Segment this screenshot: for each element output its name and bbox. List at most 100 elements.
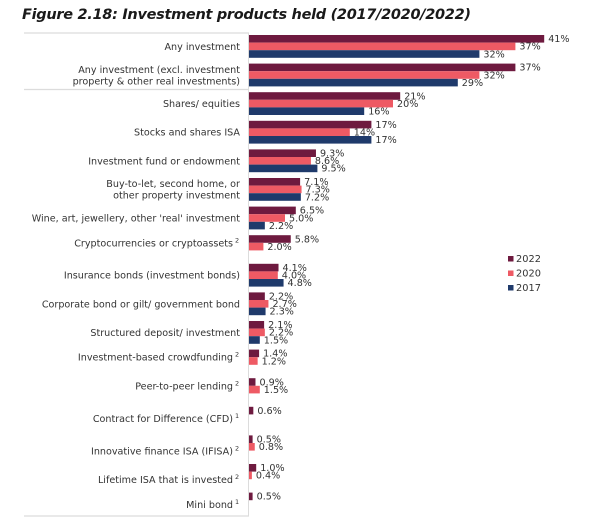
data-label-2017: 16%: [368, 107, 389, 118]
data-label-2022: 21%: [404, 91, 425, 102]
data-label-2022: 2.2%: [269, 292, 293, 303]
bar-2017: [249, 136, 372, 144]
legend-label-2022: 2022: [516, 254, 541, 265]
data-label-2017: 2.2%: [269, 221, 293, 232]
footnote-marker: 2: [235, 351, 239, 359]
bar-2022: [249, 35, 545, 43]
data-label-2020: 0.4%: [256, 471, 280, 482]
legend-label-2020: 2020: [516, 269, 541, 280]
footnote-marker: 1: [235, 498, 239, 506]
bar-2017: [249, 279, 284, 287]
bar-2017: [249, 164, 318, 173]
data-label-2022: 2.1%: [268, 320, 292, 331]
data-label-2022: 0.5%: [257, 435, 281, 446]
footnote-marker: 2: [235, 379, 239, 387]
data-label-2022: 41%: [548, 34, 569, 45]
bar-2022: [249, 492, 253, 501]
data-label-2017: 1.5%: [264, 335, 288, 346]
category-label: Peer-to-peer lending: [135, 381, 233, 392]
bar-2020: [249, 357, 258, 365]
bar-2020: [249, 185, 302, 194]
bar-2020: [249, 471, 252, 480]
bar-2022: [249, 92, 401, 100]
data-label-2020: 2.7%: [272, 299, 296, 310]
data-label-2020: 14%: [354, 128, 375, 139]
data-label-2017: 17%: [375, 135, 396, 146]
data-label-2022: 6.5%: [300, 206, 324, 217]
bar-2020: [249, 328, 265, 337]
bar-2020: [249, 71, 480, 79]
footnote-marker: 2: [235, 445, 239, 453]
bar-2022: [249, 263, 279, 272]
data-label-2017: 32%: [483, 49, 504, 60]
footnote-marker: 2: [235, 236, 239, 244]
category-label: Any investment (excl. investment: [78, 65, 240, 76]
legend-label-2017: 2017: [516, 283, 541, 294]
bar-2020: [249, 214, 285, 222]
bar-2017: [249, 78, 458, 87]
category-label: Wine, art, jewellery, other 'real' inves…: [32, 214, 241, 225]
category-label: Insurance bonds (investment bonds): [64, 271, 240, 282]
category-label: other property investment: [113, 191, 240, 202]
legend-swatch-2022: [508, 256, 514, 262]
category-label: Cryptocurrencies or cryptoassets: [74, 238, 233, 249]
bar-2017: [249, 107, 365, 115]
bar-2020: [249, 157, 311, 165]
category-label: Investment-based crowdfunding: [78, 353, 233, 364]
bar-2022: [249, 63, 516, 72]
data-label-2022: 7.1%: [304, 177, 328, 188]
legend-swatch-2020: [508, 270, 514, 276]
bar-2022: [249, 120, 372, 129]
data-label-2017: 29%: [462, 78, 483, 89]
data-label-2020: 1.2%: [262, 356, 286, 367]
data-label-2022: 37%: [519, 63, 540, 74]
category-label: Corporate bond or gilt/ government bond: [42, 299, 240, 310]
data-label-2022: 4.1%: [283, 263, 307, 274]
bar-2020: [249, 443, 255, 451]
data-label-2017: 4.8%: [288, 278, 312, 289]
bar-2017: [249, 193, 301, 201]
data-label-2020: 1.5%: [264, 385, 288, 396]
data-label-2020: 37%: [519, 42, 540, 53]
data-label-2020: 4.0%: [282, 271, 306, 282]
footnote-marker: 1: [235, 412, 239, 420]
data-label-2017: 9.5%: [321, 164, 345, 175]
bar-2022: [249, 349, 260, 358]
data-label-2020: 2.0%: [267, 242, 291, 253]
bar-2017: [249, 336, 260, 344]
bar-2017: [249, 221, 265, 230]
category-label: Contract for Difference (CFD): [93, 414, 233, 425]
data-label-2020: 5.0%: [289, 213, 313, 224]
bar-2020: [249, 128, 350, 136]
footnote-marker: 2: [235, 473, 239, 481]
bar-2022: [249, 464, 257, 472]
category-label: Buy-to-let, second home, or: [106, 179, 240, 190]
category-label: Lifetime ISA that is invested: [98, 475, 233, 486]
data-label-2022: 9.3%: [320, 149, 344, 160]
bar-2022: [249, 378, 256, 386]
category-label: Any investment: [164, 42, 240, 53]
data-label-2022: 17%: [375, 120, 396, 131]
category-label: Investment fund or endowment: [88, 156, 240, 167]
category-label: Shares/ equities: [163, 99, 240, 110]
bar-2020: [249, 99, 393, 108]
bar-2022: [249, 178, 301, 186]
bar-2020: [249, 42, 516, 51]
data-label-2022: 0.5%: [257, 492, 281, 503]
bar-2020: [249, 271, 278, 279]
bar-2022: [249, 406, 254, 415]
bar-2020: [249, 242, 264, 251]
data-label-2020: 0.8%: [259, 442, 283, 453]
bar-2020: [249, 300, 269, 308]
bar-2022: [249, 206, 296, 215]
category-label: Mini bond: [186, 500, 233, 511]
data-label-2022: 1.4%: [263, 349, 287, 360]
data-label-2020: 20%: [397, 99, 418, 110]
category-label: Structured deposit/ investment: [90, 328, 240, 339]
data-label-2022: 0.6%: [257, 406, 281, 417]
category-label: Stocks and shares ISA: [134, 128, 240, 139]
data-label-2020: 8.6%: [315, 156, 339, 167]
bar-2022: [249, 292, 265, 300]
data-label-2022: 1.0%: [260, 463, 284, 474]
